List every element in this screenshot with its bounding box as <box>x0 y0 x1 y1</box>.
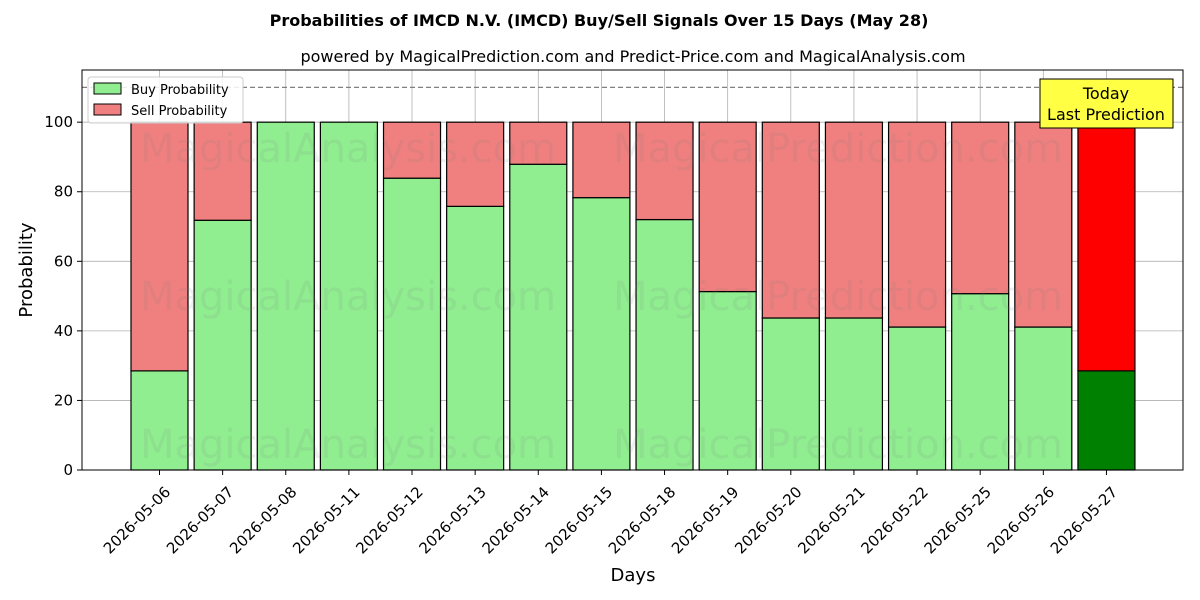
legend: Buy Probability Sell Probability <box>87 76 244 124</box>
buy-bar-2026-05-07 <box>193 219 252 471</box>
buy-bar-2026-05-27 <box>1077 370 1136 471</box>
buy-bar-2026-05-21 <box>824 317 884 471</box>
buy-bar-2026-05-11 <box>319 121 378 471</box>
legend-sell-label: Sell Probability <box>131 104 228 119</box>
buy-bar-2026-05-25 <box>951 293 1010 471</box>
legend-box <box>87 76 244 124</box>
x-tick-label-2026-05-22: 2026-05-22 <box>857 483 931 557</box>
x-tick-label-2026-05-08: 2026-05-08 <box>226 483 300 557</box>
x-tick-label-2026-05-14: 2026-05-14 <box>479 483 553 557</box>
sell-bar-2026-05-18 <box>635 121 694 221</box>
x-axis-ticks: 2026-05-062026-05-072026-05-082026-05-11… <box>100 470 1121 557</box>
watermark-0-1: MagicalPrediction.com <box>613 126 1063 172</box>
sell-bar-2026-05-21 <box>824 121 884 319</box>
buy-bar-2026-05-19 <box>698 290 757 471</box>
buy-bar-2026-05-22 <box>887 326 947 471</box>
sell-bar-2026-05-19 <box>698 121 757 293</box>
x-axis-label: Days <box>611 565 656 586</box>
x-tick-label-2026-05-13: 2026-05-13 <box>416 483 490 557</box>
today-annotation: Today Last Prediction <box>1039 78 1174 129</box>
chart-title: Probabilities of IMCD N.V. (IMCD) Buy/Se… <box>270 11 929 30</box>
x-tick-label-2026-05-25: 2026-05-25 <box>921 483 995 557</box>
sell-bar-2026-05-12 <box>382 121 442 179</box>
buy-bar-2026-05-15 <box>572 197 631 471</box>
sell-bar-2026-05-26 <box>1014 121 1073 328</box>
watermark-2-0: MagicalAnalysis.com <box>140 422 556 468</box>
x-tick-label-2026-05-21: 2026-05-21 <box>794 483 868 557</box>
y-tick-label-1: 20 <box>54 391 73 409</box>
sell-bar-2026-05-25 <box>951 121 1010 295</box>
sell-bar-2026-05-27 <box>1077 121 1136 372</box>
plot-frame <box>81 69 1184 471</box>
y-tick-label-4: 80 <box>54 183 73 201</box>
buy-bar-2026-05-14 <box>509 163 568 471</box>
y-axis-label: Probability <box>16 222 37 317</box>
watermark-1-0: MagicalAnalysis.com <box>140 274 556 320</box>
sell-bar-2026-05-06 <box>130 121 189 372</box>
legend-buy-label: Buy Probability <box>131 83 229 98</box>
y-tick-label-0: 0 <box>63 461 73 479</box>
x-tick-label-2026-05-11: 2026-05-11 <box>289 483 363 557</box>
y-tick-label-5: 100 <box>44 113 73 131</box>
buy-bar-2026-05-18 <box>635 218 694 471</box>
x-tick-label-2026-05-18: 2026-05-18 <box>605 483 679 557</box>
x-tick-label-2026-05-06: 2026-05-06 <box>100 483 174 557</box>
today-annotation-line2: Last Prediction <box>1047 105 1165 124</box>
today-annotation-box <box>1039 78 1174 129</box>
legend-sell-swatch <box>93 103 122 116</box>
y-tick-label-2: 40 <box>54 322 73 340</box>
buy-bar-2026-05-20 <box>761 317 820 471</box>
watermark-1-1: MagicalPrediction.com <box>613 274 1063 320</box>
x-tick-label-2026-05-07: 2026-05-07 <box>163 483 237 557</box>
chart-subtitle: powered by MagicalPrediction.com and Pre… <box>300 47 965 66</box>
legend-buy-swatch <box>93 82 122 95</box>
buy-bar-2026-05-08 <box>256 121 315 471</box>
x-tick-label-2026-05-27: 2026-05-27 <box>1047 483 1121 557</box>
sell-bar-2026-05-15 <box>572 121 631 199</box>
x-tick-label-2026-05-26: 2026-05-26 <box>984 483 1058 557</box>
watermark-0-0: MagicalAnalysis.com <box>140 126 556 172</box>
x-tick-label-2026-05-12: 2026-05-12 <box>352 483 426 557</box>
x-tick-label-2026-05-15: 2026-05-15 <box>542 483 616 557</box>
buy-bar-2026-05-13 <box>446 205 505 471</box>
sell-bar-2026-05-20 <box>761 121 820 319</box>
y-tick-label-3: 60 <box>54 252 73 270</box>
y-axis-ticks: 0 20 40 60 80 100 <box>44 113 82 479</box>
watermarks-group: MagicalAnalysis.com MagicalPrediction.com… <box>140 126 1063 468</box>
buy-bar-2026-05-12 <box>382 177 442 471</box>
sell-bar-2026-05-14 <box>509 121 568 165</box>
bars-group <box>130 121 1136 471</box>
sell-bar-2026-05-13 <box>446 121 505 207</box>
x-tick-label-2026-05-20: 2026-05-20 <box>731 483 805 557</box>
sell-bar-2026-05-22 <box>887 121 947 328</box>
watermark-2-1: MagicalPrediction.com <box>613 422 1063 468</box>
today-annotation-line1: Today <box>1082 84 1129 103</box>
x-tick-label-2026-05-19: 2026-05-19 <box>668 483 742 557</box>
